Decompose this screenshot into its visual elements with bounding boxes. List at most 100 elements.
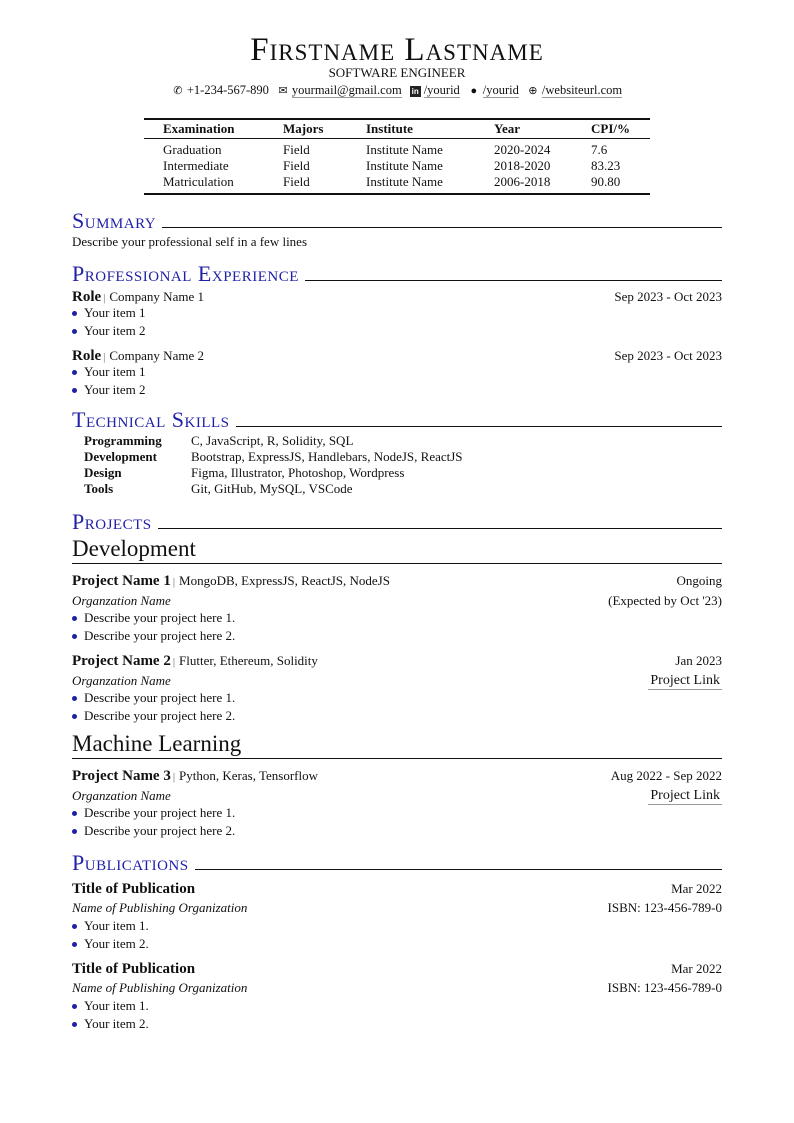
list-item: Describe your project here 2. bbox=[72, 707, 235, 725]
summary-text: Describe your professional self in a few… bbox=[72, 234, 308, 249]
email-link[interactable]: yourmail@gmail.com bbox=[291, 83, 402, 98]
section-experience: Professional Experience bbox=[72, 261, 722, 287]
project-entry: Project Name 2 | Flutter, Ethereum, Solidi… bbox=[72, 653, 722, 669]
table-cell: 2006-2018 bbox=[494, 174, 551, 189]
project-date: Aug 2022 - Sep 2022 bbox=[610, 768, 722, 783]
contact-linkedin[interactable]: in/yourid bbox=[409, 82, 460, 99]
table-cell: Graduation bbox=[163, 142, 222, 157]
publication-title: Title of Publication bbox=[72, 961, 196, 977]
list-item: Describe your project here 1. bbox=[72, 609, 235, 627]
skill-category: Development bbox=[84, 449, 157, 464]
project-tech: MongoDB, ExpressJS, ReactJS, NodeJS bbox=[179, 573, 390, 588]
publication-entry: Title of Publication Mar 2022 bbox=[72, 881, 722, 897]
isbn: ISBN: 123-456-789-0 bbox=[607, 980, 722, 995]
table-cell: Field bbox=[283, 174, 310, 189]
publication-entry: Title of Publication Mar 2022 bbox=[72, 961, 722, 977]
skill-category: Tools bbox=[84, 481, 114, 496]
project-link[interactable]: Project Link bbox=[648, 788, 722, 805]
list-item: Your item 1 bbox=[72, 304, 146, 322]
list-item: Your item 1. bbox=[72, 917, 149, 935]
experience-entry: Role | Company Name 2 Sep 2023 - Oct 2023 bbox=[72, 348, 722, 364]
candidate-title: SOFTWARE ENGINEER bbox=[328, 65, 466, 80]
section-summary: Summary bbox=[72, 208, 722, 234]
table-cell: 2020-2024 bbox=[494, 142, 551, 157]
table-header-rule bbox=[144, 138, 650, 139]
table-cell: Field bbox=[283, 158, 310, 173]
company: Company Name 2 bbox=[109, 348, 204, 363]
section-publications: Publications bbox=[72, 850, 722, 876]
skill-category: Design bbox=[84, 465, 122, 480]
skill-category: Programming bbox=[84, 433, 162, 448]
project-group-title: Machine Learning bbox=[72, 730, 722, 759]
list-item: Describe your project here 2. bbox=[72, 822, 235, 840]
role: Role bbox=[72, 348, 102, 364]
candidate-name: Firstname Lastname bbox=[250, 32, 544, 68]
table-header: Majors bbox=[283, 121, 324, 136]
organization: Organzation Name bbox=[72, 788, 171, 803]
expected-date: (Expected by Oct '23) bbox=[608, 593, 722, 608]
table-cell: 83.23 bbox=[591, 158, 621, 173]
table-cell: Institute Name bbox=[366, 142, 443, 157]
project-name: Project Name 2 bbox=[72, 653, 171, 669]
table-cell: 2018-2020 bbox=[494, 158, 551, 173]
table-cell: 90.80 bbox=[591, 174, 621, 189]
contact-email[interactable]: ✉ yourmail@gmail.com bbox=[277, 82, 402, 99]
project-entry: Project Name 3 | Python, Keras, Tensorflow… bbox=[72, 768, 722, 784]
contact-phone: ✆ +1-234-567-890 bbox=[173, 83, 269, 97]
table-cell: Field bbox=[283, 142, 310, 157]
project-date: Jan 2023 bbox=[675, 653, 722, 668]
contact-website[interactable]: ⊕/websiteurl.com bbox=[527, 82, 623, 99]
table-cell: Matriculation bbox=[163, 174, 234, 189]
list-item: Your item 2 bbox=[72, 322, 146, 340]
project-name: Project Name 3 bbox=[72, 768, 171, 784]
table-header: Institute bbox=[366, 121, 413, 136]
envelope-icon: ✉ bbox=[278, 85, 288, 97]
list-item: Your item 2. bbox=[72, 1015, 149, 1033]
publication-title: Title of Publication bbox=[72, 881, 196, 897]
section-skills: Technical Skills bbox=[72, 407, 722, 433]
organization: Organzation Name bbox=[72, 673, 171, 688]
project-tech: Flutter, Ethereum, Solidity bbox=[179, 653, 318, 668]
github-icon: ● bbox=[470, 85, 478, 97]
project-link[interactable]: Project Link bbox=[648, 673, 722, 690]
table-cell: Institute Name bbox=[366, 158, 443, 173]
phone-icon: ✆ bbox=[173, 85, 183, 97]
contact-bar: ✆ +1-234-567-890 ✉ yourmail@gmail.com in/y… bbox=[0, 82, 794, 99]
publication-date: Mar 2022 bbox=[671, 881, 722, 896]
experience-entry: Role | Company Name 1 Sep 2023 - Oct 2023 bbox=[72, 289, 722, 305]
project-date: Ongoing bbox=[676, 573, 723, 588]
publisher: Name of Publishing Organization bbox=[72, 900, 248, 915]
table-top-rule bbox=[144, 118, 650, 120]
github-link[interactable]: /yourid bbox=[482, 83, 519, 98]
table-header: Year bbox=[494, 121, 520, 136]
company: Company Name 1 bbox=[109, 289, 204, 304]
list-item: Your item 2 bbox=[72, 381, 146, 399]
globe-icon: ⊕ bbox=[528, 85, 538, 97]
publisher: Name of Publishing Organization bbox=[72, 980, 248, 995]
date: Sep 2023 - Oct 2023 bbox=[614, 289, 722, 304]
table-header: Examination bbox=[163, 121, 235, 136]
project-group-title: Development bbox=[72, 535, 722, 564]
table-bottom-rule bbox=[144, 193, 650, 195]
project-tech: Python, Keras, Tensorflow bbox=[179, 768, 318, 783]
linkedin-icon: in bbox=[409, 86, 421, 97]
table-cell: 7.6 bbox=[591, 142, 608, 157]
skill-values: C, JavaScript, R, Solidity, SQL bbox=[191, 433, 354, 448]
contact-github[interactable]: ● /yourid bbox=[468, 82, 519, 99]
linkedin-link[interactable]: /yourid bbox=[423, 83, 460, 98]
list-item: Your item 1. bbox=[72, 997, 149, 1015]
list-item: Describe your project here 1. bbox=[72, 804, 235, 822]
table-header: CPI/% bbox=[591, 121, 630, 136]
table-cell: Intermediate bbox=[163, 158, 229, 173]
section-projects: Projects bbox=[72, 509, 722, 535]
publication-date: Mar 2022 bbox=[671, 961, 722, 976]
skill-values: Git, GitHub, MySQL, VSCode bbox=[191, 481, 353, 496]
project-entry: Project Name 1 | MongoDB, ExpressJS, React… bbox=[72, 573, 722, 589]
list-item: Describe your project here 1. bbox=[72, 689, 235, 707]
skill-values: Figma, Illustrator, Photoshop, Wordpress bbox=[191, 465, 405, 480]
list-item: Your item 2. bbox=[72, 935, 149, 953]
role: Role bbox=[72, 289, 102, 305]
list-item: Your item 1 bbox=[72, 363, 146, 381]
website-link[interactable]: /websiteurl.com bbox=[541, 83, 623, 98]
